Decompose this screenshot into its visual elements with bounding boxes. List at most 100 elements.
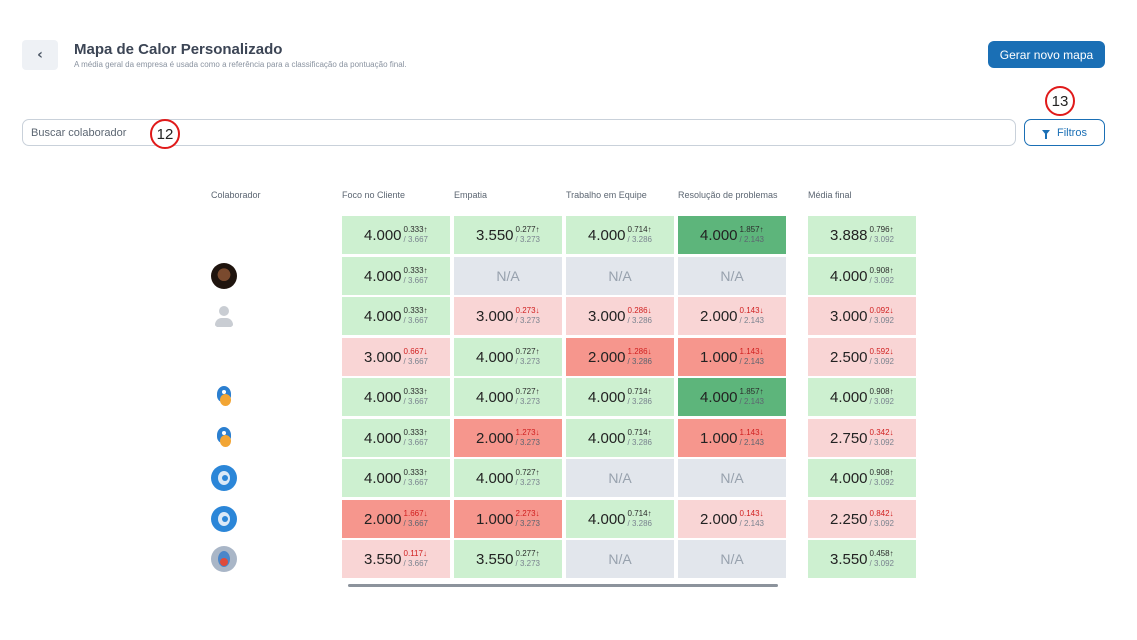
diff-up: 0.714↑ (627, 387, 652, 396)
cell-score: 4.000 (363, 429, 402, 447)
heatmap-cell[interactable]: 4.000 0.727↑/ 3.273 (454, 338, 562, 376)
heatmap-cell[interactable]: 3.000 0.273↓/ 3.273 (454, 297, 562, 335)
cell-score: 2.000 (587, 348, 626, 366)
heatmap-cell[interactable]: 4.000 0.727↑/ 3.273 (454, 459, 562, 497)
column-average: / 3.273 (515, 357, 540, 366)
column-average: / 3.273 (515, 316, 540, 325)
diff-down: 2.273↓ (515, 509, 540, 518)
column-average: / 3.286 (627, 519, 652, 528)
column-average: / 2.143 (739, 438, 764, 447)
heatmap-cell[interactable]: 4.000 0.333↑/ 3.667 (342, 216, 450, 254)
heatmap-cell[interactable]: 3.550 0.277↑/ 3.273 (454, 216, 562, 254)
heatmap-cell[interactable]: 4.000 0.714↑/ 3.286 (566, 500, 674, 538)
heatmap-cell[interactable]: 3.888 0.796↑/ 3.092 (808, 216, 916, 254)
heatmap-cell[interactable]: 2.000 1.286↓/ 3.286 (566, 338, 674, 376)
cell-score: 4.000 (587, 510, 626, 528)
cell-score: 2.500 (829, 348, 868, 366)
new-map-button[interactable]: Gerar novo mapa (988, 41, 1105, 68)
avatar[interactable] (211, 263, 237, 289)
heatmap-cell[interactable]: 3.000 0.286↓/ 3.286 (566, 297, 674, 335)
heatmap-cell[interactable]: 2.250 0.842↓/ 3.092 (808, 500, 916, 538)
diff-down: 0.342↓ (869, 428, 894, 437)
avatar[interactable] (211, 384, 237, 410)
cell-score: 1.000 (475, 510, 514, 528)
heatmap-cell[interactable]: 3.000 0.092↓/ 3.092 (808, 297, 916, 335)
heatmap-cell[interactable]: 3.550 0.458↑/ 3.092 (808, 540, 916, 578)
heatmap-cell[interactable]: 4.000 0.714↑/ 3.286 (566, 216, 674, 254)
diff-up: 0.714↑ (627, 428, 652, 437)
cell-score: 4.000 (475, 469, 514, 487)
heatmap-cell[interactable]: 4.000 1.857↑/ 2.143 (678, 216, 786, 254)
column-average: / 3.667 (403, 519, 428, 528)
diff-up: 0.908↑ (869, 387, 894, 396)
heatmap-cell[interactable]: 4.000 0.908↑/ 3.092 (808, 378, 916, 416)
heatmap-cell[interactable]: N/A (566, 459, 674, 497)
diff-down: 1.286↓ (627, 347, 652, 356)
heatmap-cell[interactable]: 4.000 0.333↑/ 3.667 (342, 419, 450, 457)
heatmap-cell[interactable]: 4.000 1.857↑/ 2.143 (678, 378, 786, 416)
heatmap-cell[interactable]: 2.000 0.143↓/ 2.143 (678, 500, 786, 538)
heatmap-cell[interactable]: 4.000 0.333↑/ 3.667 (342, 459, 450, 497)
heatmap-cell[interactable]: N/A (678, 257, 786, 295)
avatar[interactable] (211, 465, 237, 491)
page-subtitle: A média geral da empresa é usada como a … (74, 60, 407, 69)
diff-up: 0.727↑ (515, 347, 540, 356)
diff-up: 0.727↑ (515, 468, 540, 477)
heatmap-cell[interactable]: 4.000 0.908↑/ 3.092 (808, 257, 916, 295)
horizontal-scrollbar[interactable] (348, 584, 778, 587)
filters-button[interactable]: Filtros (1024, 119, 1105, 146)
heatmap-cell[interactable]: 2.000 1.667↓/ 3.667 (342, 500, 450, 538)
cell-score: 4.000 (475, 388, 514, 406)
avatar[interactable] (211, 425, 237, 451)
diff-up: 1.857↑ (739, 225, 764, 234)
heatmap-cell[interactable]: 3.000 0.667↓/ 3.667 (342, 338, 450, 376)
cell-na: N/A (608, 470, 632, 486)
heatmap-cell[interactable]: 4.000 0.727↑/ 3.273 (454, 378, 562, 416)
heatmap-cell[interactable]: 1.000 1.143↓/ 2.143 (678, 419, 786, 457)
back-button[interactable]: ‹ (22, 40, 58, 70)
cell-score: 3.550 (829, 550, 868, 568)
heatmap-cell[interactable]: 3.550 0.277↑/ 3.273 (454, 540, 562, 578)
heatmap-cell[interactable]: N/A (678, 540, 786, 578)
cell-score: 4.000 (363, 267, 402, 285)
heatmap-cell[interactable]: 4.000 0.333↑/ 3.667 (342, 297, 450, 335)
heatmap-cell[interactable]: 4.000 0.714↑/ 3.286 (566, 378, 674, 416)
cell-score: 4.000 (829, 388, 868, 406)
heatmap-cell[interactable]: N/A (454, 257, 562, 295)
annotation-badge-filters: 13 (1045, 86, 1075, 116)
heatmap-cell[interactable]: 3.550 0.117↓/ 3.667 (342, 540, 450, 578)
heatmap-cell[interactable]: 2.000 0.143↓/ 2.143 (678, 297, 786, 335)
heatmap-cell[interactable]: 2.000 1.273↓/ 3.273 (454, 419, 562, 457)
heatmap-cell[interactable]: N/A (678, 459, 786, 497)
heatmap-cell[interactable]: 4.000 0.333↑/ 3.667 (342, 378, 450, 416)
diff-up: 0.796↑ (869, 225, 894, 234)
diff-up: 0.908↑ (869, 266, 894, 275)
diff-up: 0.714↑ (627, 225, 652, 234)
cell-score: 4.000 (699, 226, 738, 244)
heatmap-cell[interactable]: 2.500 0.592↓/ 3.092 (808, 338, 916, 376)
page-title: Mapa de Calor Personalizado (74, 41, 283, 58)
column-average: / 3.667 (403, 438, 428, 447)
avatar[interactable] (211, 303, 237, 329)
cell-score: 2.750 (829, 429, 868, 447)
heatmap-cell[interactable]: 4.000 0.908↑/ 3.092 (808, 459, 916, 497)
heatmap-cell[interactable]: 4.000 0.714↑/ 3.286 (566, 419, 674, 457)
heatmap-cell[interactable]: 1.000 2.273↓/ 3.273 (454, 500, 562, 538)
heatmap-cell[interactable]: 2.750 0.342↓/ 3.092 (808, 419, 916, 457)
cell-score: 4.000 (587, 429, 626, 447)
annotation-badge-search: 12 (150, 119, 180, 149)
avatar[interactable] (211, 546, 237, 572)
cell-score: 4.000 (475, 348, 514, 366)
heatmap-cell[interactable]: 4.000 0.333↑/ 3.667 (342, 257, 450, 295)
diff-down: 1.667↓ (403, 509, 428, 518)
diff-up: 0.277↑ (515, 225, 540, 234)
diff-up: 0.333↑ (403, 387, 428, 396)
search-input[interactable] (22, 119, 1016, 146)
column-average: / 3.092 (869, 276, 894, 285)
avatar[interactable] (211, 506, 237, 532)
heatmap-cell[interactable]: N/A (566, 540, 674, 578)
heatmap-cell[interactable]: N/A (566, 257, 674, 295)
column-average: / 3.286 (627, 316, 652, 325)
diff-up: 0.277↑ (515, 549, 540, 558)
heatmap-cell[interactable]: 1.000 1.143↓/ 2.143 (678, 338, 786, 376)
